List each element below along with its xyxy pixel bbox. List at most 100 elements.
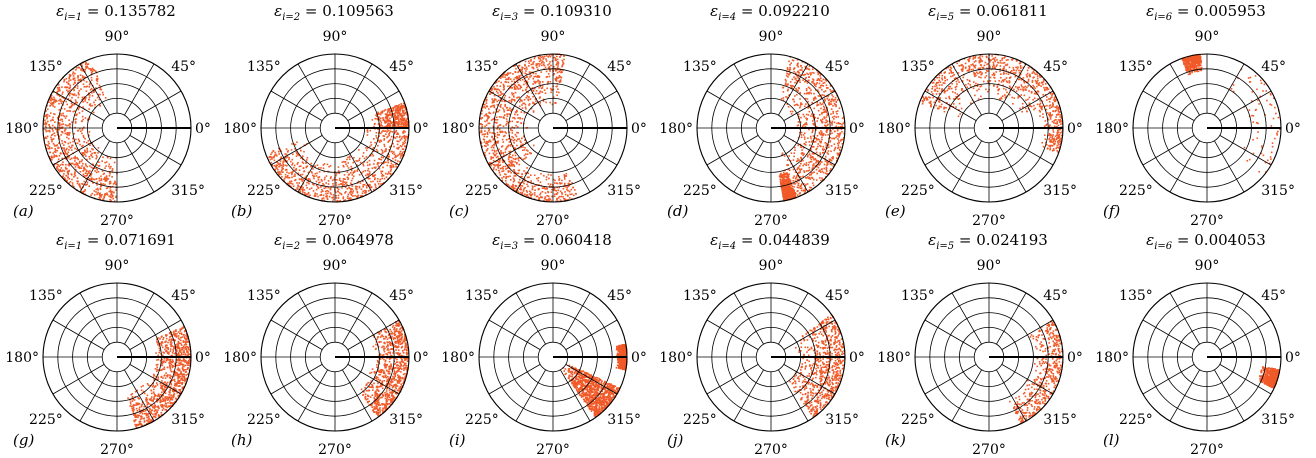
data-point bbox=[810, 149, 812, 151]
data-point bbox=[77, 164, 80, 167]
data-point bbox=[377, 144, 379, 147]
data-point bbox=[77, 180, 80, 183]
data-point bbox=[520, 187, 522, 189]
data-point bbox=[832, 90, 835, 92]
data-point bbox=[827, 150, 830, 152]
data-point bbox=[378, 116, 380, 119]
data-point bbox=[86, 147, 88, 150]
data-point bbox=[827, 144, 830, 146]
epsilon-subscript: i=5 bbox=[936, 12, 955, 23]
data-point bbox=[84, 153, 86, 156]
data-point bbox=[534, 80, 536, 83]
data-point bbox=[370, 144, 373, 146]
data-point bbox=[297, 154, 299, 156]
data-point bbox=[70, 162, 73, 165]
data-point bbox=[298, 154, 301, 157]
data-point bbox=[336, 199, 338, 202]
data-point bbox=[85, 141, 88, 144]
theta-tick-label: 45° bbox=[389, 59, 414, 75]
data-point bbox=[485, 157, 487, 159]
data-point bbox=[383, 119, 386, 122]
data-point bbox=[62, 112, 64, 115]
data-point bbox=[59, 170, 61, 173]
data-point bbox=[368, 185, 370, 187]
data-point bbox=[75, 94, 77, 97]
data-point bbox=[79, 79, 82, 81]
data-point bbox=[325, 182, 327, 184]
data-point bbox=[572, 186, 574, 189]
data-point bbox=[539, 102, 542, 104]
data-point bbox=[83, 79, 85, 82]
data-point bbox=[376, 113, 379, 115]
data-point bbox=[64, 166, 67, 169]
data-point bbox=[837, 115, 839, 118]
data-point bbox=[545, 70, 548, 73]
data-point bbox=[803, 74, 806, 76]
data-point bbox=[361, 192, 364, 195]
data-point bbox=[541, 187, 544, 189]
data-point bbox=[786, 72, 788, 75]
data-point bbox=[349, 199, 351, 201]
data-point bbox=[57, 169, 60, 171]
data-point bbox=[60, 100, 62, 103]
data-point bbox=[561, 193, 564, 195]
data-point bbox=[559, 56, 561, 58]
data-point bbox=[555, 193, 558, 195]
data-point bbox=[481, 123, 484, 126]
data-point bbox=[392, 164, 395, 166]
data-point bbox=[85, 184, 87, 186]
data-point bbox=[782, 91, 785, 93]
data-point bbox=[83, 175, 86, 177]
data-point bbox=[782, 196, 785, 199]
data-point bbox=[822, 101, 825, 104]
data-point bbox=[558, 74, 561, 77]
data-point bbox=[80, 69, 82, 71]
angular-gridline bbox=[515, 140, 546, 193]
data-point bbox=[534, 56, 536, 58]
data-point bbox=[788, 60, 790, 63]
data-point bbox=[509, 156, 512, 158]
data-point bbox=[332, 200, 334, 202]
data-point bbox=[58, 138, 61, 140]
data-point bbox=[49, 112, 52, 114]
data-point bbox=[68, 106, 71, 109]
data-point bbox=[376, 177, 379, 180]
data-point bbox=[50, 134, 53, 137]
data-point bbox=[84, 151, 87, 153]
data-point bbox=[538, 184, 540, 186]
data-point bbox=[805, 117, 807, 120]
data-point bbox=[484, 107, 487, 109]
data-point bbox=[296, 141, 298, 144]
data-point bbox=[800, 152, 803, 155]
data-point bbox=[86, 181, 89, 184]
data-point bbox=[69, 181, 72, 183]
data-point bbox=[831, 137, 833, 140]
data-point bbox=[507, 85, 509, 88]
data-point bbox=[827, 99, 830, 102]
data-point bbox=[786, 173, 789, 175]
data-point bbox=[787, 182, 790, 185]
data-point bbox=[808, 128, 810, 131]
data-point bbox=[485, 149, 488, 152]
data-point bbox=[516, 109, 518, 112]
data-point bbox=[941, 88, 943, 90]
data-point bbox=[337, 166, 340, 168]
data-point bbox=[400, 145, 403, 148]
data-point bbox=[391, 113, 393, 116]
data-point bbox=[551, 60, 554, 62]
data-point bbox=[803, 132, 806, 134]
data-point bbox=[386, 164, 389, 167]
data-point bbox=[74, 155, 77, 158]
data-point bbox=[490, 161, 492, 164]
data-point bbox=[494, 135, 497, 138]
data-point bbox=[535, 64, 538, 66]
data-point bbox=[75, 101, 77, 103]
data-point bbox=[82, 83, 85, 86]
data-point bbox=[323, 184, 325, 186]
data-point bbox=[383, 135, 386, 138]
data-point bbox=[496, 136, 499, 139]
data-point bbox=[280, 164, 283, 167]
data-point bbox=[362, 152, 365, 154]
data-point bbox=[781, 154, 783, 156]
data-point bbox=[103, 178, 105, 180]
